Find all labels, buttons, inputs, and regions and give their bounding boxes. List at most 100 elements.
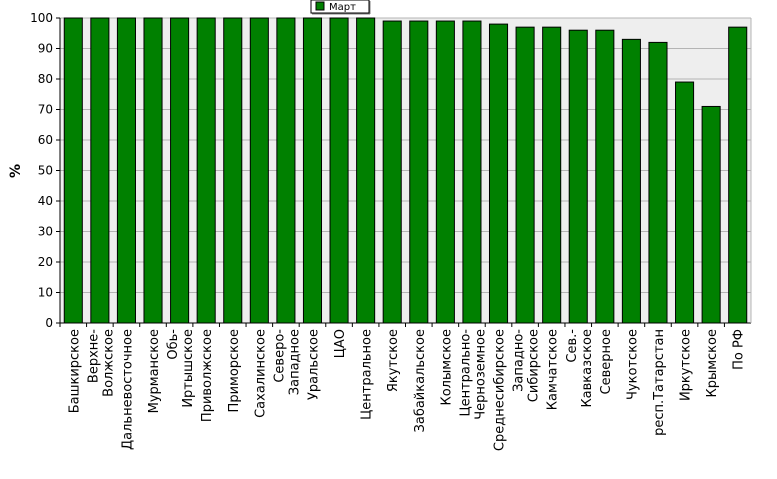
category-label: Среднесибирское	[493, 329, 508, 451]
category-label: Уральское	[306, 329, 321, 400]
category-label-line: Северо-	[272, 329, 287, 383]
legend-swatch	[315, 1, 325, 11]
y-tick-label: 100	[30, 11, 53, 25]
bar	[462, 20, 482, 324]
category-label-line: Камчатское	[546, 329, 561, 410]
category-label: Колымское	[439, 329, 454, 406]
category-label-line: Кавказское	[580, 329, 595, 408]
y-axis-ticks: 0 10 20 30 40 50 60 70 80 90 100	[30, 11, 60, 330]
category-label-line: По РФ	[732, 329, 747, 370]
category-label-line: Сев.-	[565, 329, 580, 363]
category-label: Приволжское	[200, 329, 215, 422]
category-label: Обь- Иртышское	[166, 329, 196, 408]
bar	[595, 29, 615, 324]
category-label-line: Верхне-	[86, 329, 101, 383]
category-label-line: Колымское	[439, 329, 454, 406]
category-label: Северное	[599, 329, 614, 394]
category-label-line: Волжское	[101, 329, 116, 397]
category-label-line: Иртышское	[181, 329, 196, 408]
category-label-line: Башкирское	[67, 329, 82, 413]
category-label: Забайкальское	[413, 329, 428, 432]
bar	[170, 17, 190, 324]
y-tick-label: 70	[38, 103, 53, 117]
y-axis-label: %	[8, 164, 24, 178]
category-label-line: Северное	[599, 329, 614, 394]
category-label-line: Центральное	[360, 329, 375, 420]
category-label: Башкирское	[67, 329, 82, 413]
y-tick-label: 10	[38, 286, 53, 300]
category-label: Якутское	[386, 329, 401, 392]
category-label: Сахалинское	[253, 329, 268, 418]
category-label-line: Сибирское	[527, 329, 542, 402]
category-label: Крымское	[705, 329, 720, 398]
category-label: Северо- Западное	[272, 329, 302, 396]
category-label-line: Дальневосточное	[120, 329, 135, 450]
bar	[675, 81, 695, 324]
y-tick-label: 50	[38, 164, 53, 178]
category-label: Центральное	[360, 329, 375, 420]
legend-label: Март	[329, 2, 356, 13]
bar	[728, 26, 748, 324]
bar	[196, 17, 216, 324]
bar	[116, 17, 136, 324]
bar	[648, 41, 668, 324]
y-tick-label: 90	[38, 42, 53, 56]
category-label: респ.Татарстан	[652, 329, 667, 436]
bar	[276, 17, 296, 324]
category-label: Иркутское	[679, 329, 694, 401]
category-label-line: Уральское	[306, 329, 321, 400]
y-tick-label: 60	[38, 133, 53, 147]
category-label-line: Среднесибирское	[493, 329, 508, 451]
category-label-line: Забайкальское	[413, 329, 428, 432]
y-tick-label: 30	[38, 225, 53, 239]
category-label: Центрально- Черноземное	[458, 329, 488, 420]
category-label-line: Западное	[287, 329, 302, 395]
category-label: Приморское	[227, 329, 242, 412]
category-label-line: Западно-	[512, 329, 527, 392]
category-label: Мурманское	[147, 329, 162, 413]
bar	[63, 17, 83, 324]
category-label-line: Чукотское	[625, 329, 640, 400]
category-label-line: Сахалинское	[253, 329, 268, 418]
bar	[488, 23, 509, 324]
category-label: Западно- Сибирское	[512, 329, 542, 403]
bar	[90, 17, 110, 324]
bar	[356, 17, 376, 324]
category-label: Камчатское	[546, 329, 561, 410]
category-label-line: ЦАО	[333, 329, 348, 358]
category-label-line: Крымское	[705, 329, 720, 398]
category-label-line: Приволжское	[200, 329, 215, 422]
bars	[63, 17, 748, 324]
category-label: Дальневосточное	[120, 329, 135, 450]
category-label-line: Приморское	[227, 329, 242, 412]
bar	[542, 26, 562, 324]
category-label-line: Якутское	[386, 329, 401, 392]
y-tick-label: 80	[38, 72, 53, 86]
y-tick-label: 20	[38, 255, 53, 269]
category-label: Чукотское	[625, 329, 640, 400]
bar	[515, 26, 535, 324]
legend: Март	[310, 0, 371, 15]
legend-box	[310, 0, 370, 14]
x-axis-category-labels: Башкирское Верхне- Волжское Дальневосточное…	[59, 323, 747, 451]
category-label-line: Центрально-	[458, 329, 473, 417]
bar	[435, 20, 455, 324]
category-label-line: Мурманское	[147, 329, 162, 413]
category-label-line: респ.Татарстан	[652, 329, 667, 436]
y-tick-label: 40	[38, 194, 53, 208]
y-tick-label: 0	[45, 316, 53, 330]
bar	[568, 29, 588, 324]
category-label: По РФ	[732, 329, 747, 370]
bar	[223, 17, 243, 324]
category-label-line: Черноземное	[473, 329, 488, 420]
bar	[302, 17, 323, 324]
bar	[329, 17, 349, 324]
bar	[409, 20, 429, 324]
category-label: Сев.- Кавказское	[565, 329, 595, 408]
category-label-line: Иркутское	[679, 329, 694, 401]
category-label-line: Обь-	[166, 329, 181, 360]
bar	[143, 17, 163, 324]
category-label: Верхне- Волжское	[86, 329, 116, 397]
bar	[701, 105, 721, 324]
